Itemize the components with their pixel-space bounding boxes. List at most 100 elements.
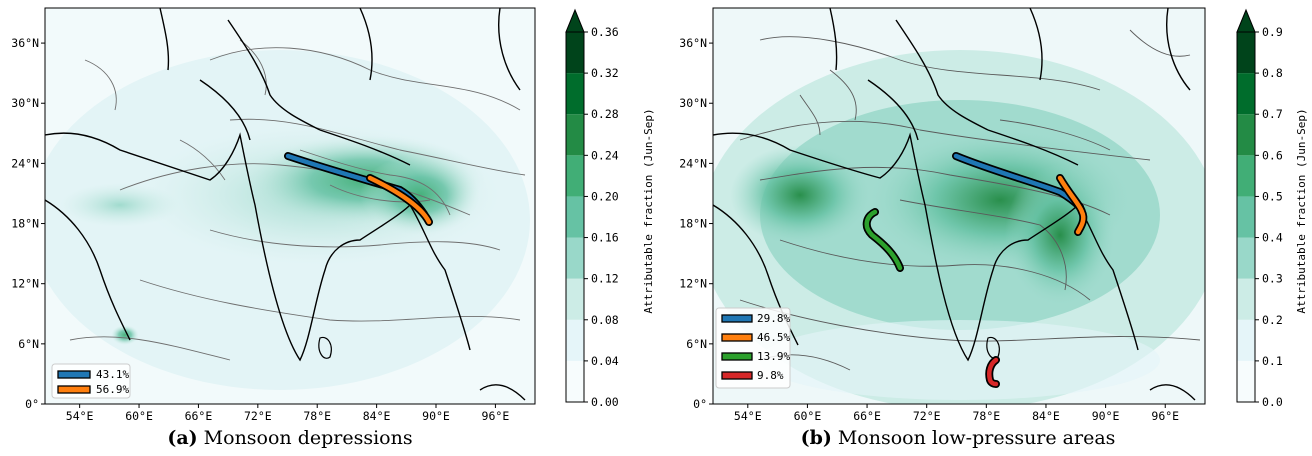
colorbar-segment xyxy=(1237,114,1255,156)
contour-lines xyxy=(69,39,526,361)
lat-tick-label: 30°N xyxy=(11,96,39,110)
lon-tick-label: 60°E xyxy=(125,409,153,423)
colorbar-frame xyxy=(1236,31,1256,403)
colorbar-tick-label: 0.00 xyxy=(591,395,619,409)
legend-swatch-blue xyxy=(57,370,91,379)
colorbar-segment xyxy=(1237,360,1255,402)
lat-tick-label: 6°N xyxy=(686,337,707,351)
colorbar-tick-label: 0.9 xyxy=(1262,25,1283,39)
shading-arabian xyxy=(730,145,870,245)
colorbar-b: 0.0 0.1 0.2 0.3 0.4 0.5 0.6 0.7 0.8 0.9 xyxy=(1236,8,1283,409)
legend-swatch-red xyxy=(721,371,753,380)
colorbar-tick-label: 0.12 xyxy=(591,272,619,286)
shading-low xyxy=(760,320,1160,400)
lat-tick-label: 24°N xyxy=(11,156,39,170)
colorbar-frame xyxy=(565,31,585,403)
colorbar-extend-arrow xyxy=(1236,8,1256,33)
caption-b: (b) Monsoon low-pressure areas xyxy=(801,427,1116,449)
caption-letter: (b) xyxy=(801,427,832,449)
colorbar-tick-label: 0.24 xyxy=(591,148,619,162)
lon-tick-label: 66°E xyxy=(853,409,881,423)
colorbar-tick-label: 0.7 xyxy=(1262,107,1283,121)
lat-ticks-b: 0° 6°N 12°N 18°N 24°N 30°N 36°N xyxy=(679,36,713,411)
lon-tick-label: 96°E xyxy=(482,409,510,423)
colorbar-tick-label: 0.16 xyxy=(591,231,619,245)
lat-tick-label: 18°N xyxy=(679,217,707,231)
colorbar-segment xyxy=(566,73,584,115)
legend-b: 29.8% 46.5% 13.9% 9.8% xyxy=(715,307,791,389)
colorbar-tick-label: 0.2 xyxy=(1262,313,1283,327)
lon-tick-label: 78°E xyxy=(972,409,1000,423)
colorbar-tick-label: 0.08 xyxy=(591,313,619,327)
map-frame-a xyxy=(44,7,536,405)
colorbar-segment xyxy=(566,278,584,320)
lat-tick-label: 12°N xyxy=(11,277,39,291)
colorbar-segment xyxy=(566,237,584,279)
track-orange-fill xyxy=(1057,175,1086,235)
track-green-fill xyxy=(864,209,903,271)
lon-ticks-b: 54°E 60°E 66°E 72°E 78°E 84°E 90°E 96°E xyxy=(734,404,1179,423)
colorbar-tick-label: 0.0 xyxy=(1262,395,1283,409)
lon-tick-label: 72°E xyxy=(244,409,272,423)
colorbar-tick-label: 0.32 xyxy=(591,66,619,80)
legend-swatch-green xyxy=(721,352,753,361)
colorbar-segment xyxy=(1237,278,1255,320)
lat-tick-label: 12°N xyxy=(679,277,707,291)
lat-tick-label: 0° xyxy=(693,397,707,411)
legend-swatch-orange xyxy=(57,385,91,394)
sri-lanka-island xyxy=(318,336,332,359)
panel-a: 54°E 60°E 66°E 72°E 78°E 84°E 90°E 96°E 0° 6°N 12… xyxy=(11,7,655,449)
legend-label: 29.8% xyxy=(757,312,790,325)
legend-label: 13.9% xyxy=(757,350,790,363)
colorbar-tick-label: 0.36 xyxy=(591,25,619,39)
legend-label: 46.5% xyxy=(757,331,790,344)
colorbar-label-b: Attributable fraction (Jun-Sep) xyxy=(1295,108,1308,313)
colorbar-tick-label: 0.04 xyxy=(591,354,619,368)
colorbar-tick-label: 0.6 xyxy=(1262,148,1283,162)
lon-tick-label: 78°E xyxy=(303,409,331,423)
legend-label: 43.1% xyxy=(96,368,129,381)
legend-a: 43.1% 56.9% xyxy=(51,363,131,399)
map-area-b xyxy=(713,8,1205,404)
lat-tick-label: 24°N xyxy=(679,156,707,170)
colorbar-tick-label: 0.3 xyxy=(1262,272,1283,286)
track-red-fill xyxy=(987,357,999,387)
lat-tick-label: 36°N xyxy=(11,36,39,50)
lon-tick-label: 54°E xyxy=(66,409,94,423)
shading-core-2 xyxy=(1005,165,1115,305)
colorbar-segment xyxy=(1237,196,1255,238)
lon-tick-label: 84°E xyxy=(363,409,391,423)
lat-tick-label: 30°N xyxy=(679,96,707,110)
colorbar-segment xyxy=(1237,73,1255,115)
caption-a: (a) Monsoon depressions xyxy=(167,427,412,449)
colorbar-segment xyxy=(566,114,584,156)
lat-tick-label: 18°N xyxy=(11,217,39,231)
lon-tick-label: 90°E xyxy=(422,409,450,423)
colorbar-segment xyxy=(566,155,584,197)
lon-tick-label: 84°E xyxy=(1032,409,1060,423)
lon-tick-label: 54°E xyxy=(734,409,762,423)
caption-letter: (a) xyxy=(167,427,197,449)
colorbar-segment xyxy=(566,360,584,402)
lon-tick-label: 72°E xyxy=(913,409,941,423)
legend-label: 9.8% xyxy=(757,369,784,382)
legend-frame xyxy=(715,307,791,389)
colorbar-extend-arrow xyxy=(565,8,585,33)
map-frame-b xyxy=(712,7,1206,405)
coastline xyxy=(45,8,526,401)
lat-tick-label: 36°N xyxy=(679,36,707,50)
colorbar-tick-label: 0.20 xyxy=(591,189,619,203)
colorbar-segment xyxy=(1237,155,1255,197)
lon-tick-label: 60°E xyxy=(794,409,822,423)
colorbar-tick-label: 0.1 xyxy=(1262,354,1283,368)
shading-srilanka-blob xyxy=(111,325,139,345)
lat-ticks-a: 0° 6°N 12°N 18°N 24°N 30°N 36°N xyxy=(11,36,45,411)
track-orange-fill xyxy=(367,175,432,225)
caption-text: Monsoon low-pressure areas xyxy=(838,427,1116,449)
panel-b: 54°E 60°E 66°E 72°E 78°E 84°E 90°E 96°E 0° 6°N 12… xyxy=(679,7,1308,449)
map-area-a xyxy=(45,8,535,404)
colorbar-label-a: Attributable fraction (Jun-Sep) xyxy=(642,108,655,313)
colorbar-segment xyxy=(566,319,584,361)
colorbar-segment xyxy=(1237,32,1255,74)
